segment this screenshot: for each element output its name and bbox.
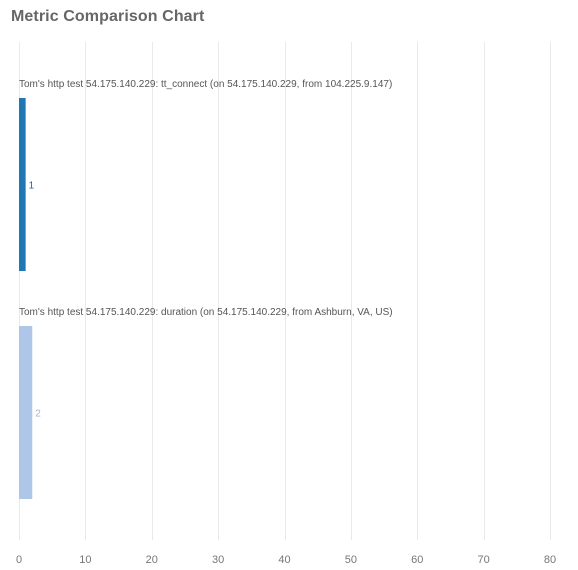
series-label: Tom's http test 54.175.140.229: duration… — [19, 307, 393, 318]
chart-title: Metric Comparison Chart — [11, 8, 205, 25]
series-label: Tom's http test 54.175.140.229: tt_conne… — [19, 79, 392, 90]
x-tick-label: 0 — [16, 554, 22, 566]
bar-value-label: 1 — [29, 181, 35, 192]
x-axis-ticks: 0 10 20 30 40 50 60 70 80 — [16, 554, 556, 566]
chart-bars: Tom's http test 54.175.140.229: tt_conne… — [19, 79, 393, 499]
x-tick-label: 70 — [478, 554, 490, 566]
x-tick-label: 10 — [79, 554, 91, 566]
x-tick-label: 60 — [411, 554, 423, 566]
x-tick-label: 20 — [146, 554, 158, 566]
x-tick-label: 50 — [345, 554, 357, 566]
x-tick-label: 40 — [278, 554, 290, 566]
x-tick-label: 80 — [544, 554, 556, 566]
bar — [19, 98, 26, 271]
bar-value-label: 2 — [35, 409, 41, 420]
bar — [19, 326, 33, 499]
x-tick-label: 30 — [212, 554, 224, 566]
chart-gridlines — [19, 42, 551, 540]
